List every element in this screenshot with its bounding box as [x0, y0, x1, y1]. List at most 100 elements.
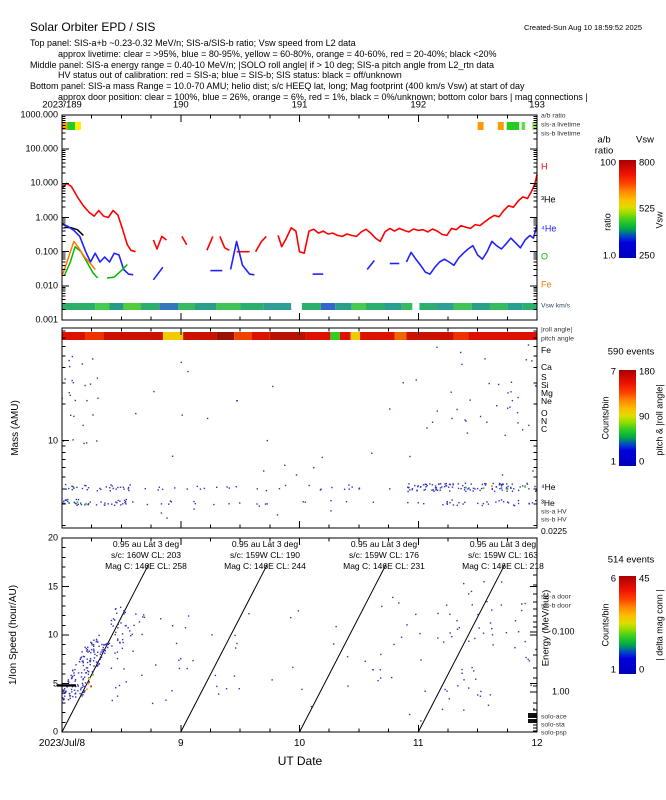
top-axis-tick-label: 191	[291, 99, 308, 111]
mass-event-dot	[62, 502, 64, 504]
speed-event-dot	[68, 681, 70, 683]
mass-event-dot	[479, 489, 481, 492]
mass-event-dot	[206, 417, 209, 420]
mass-event-dot	[491, 488, 494, 491]
mass-event-dot	[171, 455, 174, 457]
right-label: Ne	[541, 395, 552, 406]
speed-event-dot	[233, 675, 236, 677]
speed-event-dot	[90, 648, 93, 651]
vsw-strip-segment	[240, 303, 264, 310]
cb-tick: 7	[610, 366, 616, 378]
mass-event-dot-hot	[84, 503, 87, 505]
cb-tick: 6	[610, 573, 616, 585]
mass-event-dot	[506, 501, 509, 503]
speed-event-dot	[473, 670, 475, 672]
speed-event-dot	[120, 622, 122, 624]
mass-event-dot	[479, 415, 482, 418]
cb-tick: 1.0	[602, 250, 616, 262]
mass-event-dot	[449, 483, 451, 486]
right-label: ⁴He	[541, 481, 556, 492]
speed-event-dot	[91, 642, 93, 644]
mass-event-dot	[203, 487, 206, 490]
vsw-strip-segment	[522, 303, 537, 310]
mass-event-dot	[71, 355, 74, 358]
speed-event-dot	[131, 633, 134, 636]
speed-event-dot	[71, 675, 74, 678]
speed-event-dot	[68, 693, 71, 695]
speed-event-dot	[84, 690, 86, 692]
speed-event-dot	[292, 666, 294, 669]
mass-event-dot	[480, 487, 483, 490]
speed-event-dot	[74, 693, 76, 695]
mass-axis-title: Mass (AMU)	[10, 400, 21, 456]
speed-event-dot	[93, 649, 95, 652]
mass-event-dot	[452, 484, 454, 486]
speed-event-dot	[94, 653, 96, 656]
speed-event-dot	[90, 652, 92, 654]
speed-event-dot	[89, 660, 91, 662]
mass-event-dot	[482, 502, 485, 505]
speed-event-dot	[86, 661, 89, 664]
speed-event-dot	[390, 676, 393, 679]
cb-tick: 45	[639, 573, 650, 585]
header-line-1: approx livetime: clear = >95%, blue = 80…	[58, 48, 497, 59]
mass-event-dot	[124, 501, 127, 503]
mass-event-dot	[117, 499, 119, 502]
pitch-strip-segment	[252, 332, 270, 340]
speed-event-dot	[87, 651, 89, 653]
speed-event-dot	[115, 607, 117, 610]
mass-event-dot	[158, 486, 161, 488]
flux-ytick-label: 0.001	[35, 314, 58, 325]
speed-event-dot	[520, 609, 523, 612]
speed-event-dot	[80, 676, 83, 678]
speed-event-dot	[74, 678, 77, 681]
speed-event-dot	[82, 684, 84, 686]
speed-event-dot	[463, 709, 465, 711]
mass-event-dot	[239, 502, 241, 504]
mass-event-dot	[66, 500, 69, 503]
mass-event-dot	[510, 486, 512, 489]
speed-ytick-label: 0	[52, 726, 58, 737]
solo-connection-mark	[528, 719, 537, 723]
speed-event-dot	[111, 699, 113, 702]
cb-tick: 1	[610, 456, 616, 468]
mass-event-dot	[439, 483, 442, 485]
mass-event-dot	[284, 484, 287, 487]
speed-event-dot	[372, 668, 374, 671]
mass-event-dot	[73, 501, 76, 503]
mass-event-dot	[510, 381, 513, 383]
speed-event-dot	[95, 640, 97, 643]
mass-ytick-label: 10	[47, 435, 58, 446]
pitch-strip-segment	[394, 332, 407, 340]
speed-event-dot	[89, 661, 91, 663]
mass-event-dot	[433, 490, 435, 492]
bottom-axis-tick-label: 9	[177, 738, 184, 749]
top-axis-tick-label: 193	[529, 99, 545, 111]
mass-event-dot	[81, 363, 83, 365]
mass-event-dot	[443, 485, 446, 488]
pitch-strip-segment	[339, 332, 351, 340]
speed-event-dot	[380, 653, 382, 656]
mass-event-dot	[451, 486, 454, 488]
speed-event-dot	[97, 641, 99, 643]
speed-event-dot	[67, 680, 69, 683]
mass-event-dot	[481, 504, 483, 507]
footpoint-annotation-line: s/c: 160W CL: 203	[111, 549, 181, 560]
mass-event-dot	[97, 397, 99, 399]
mass-event-dot	[488, 382, 490, 385]
mass-event-dot	[186, 488, 188, 490]
mass-event-dot	[196, 485, 198, 488]
speed-event-dot	[125, 624, 127, 627]
speed-event-dot	[93, 645, 95, 648]
speed-event-dot	[82, 664, 85, 667]
mass-event-dot	[432, 489, 434, 491]
speed-event-dot	[483, 581, 485, 583]
mass-event-dot	[127, 486, 130, 489]
mass-event-dot	[535, 385, 537, 387]
mass-event-dot	[448, 483, 451, 485]
mass-event-dot	[511, 483, 513, 485]
mass-event-dot	[517, 489, 520, 492]
speed-event-dot	[527, 658, 529, 661]
top-axis-tick-label: 192	[410, 99, 427, 111]
